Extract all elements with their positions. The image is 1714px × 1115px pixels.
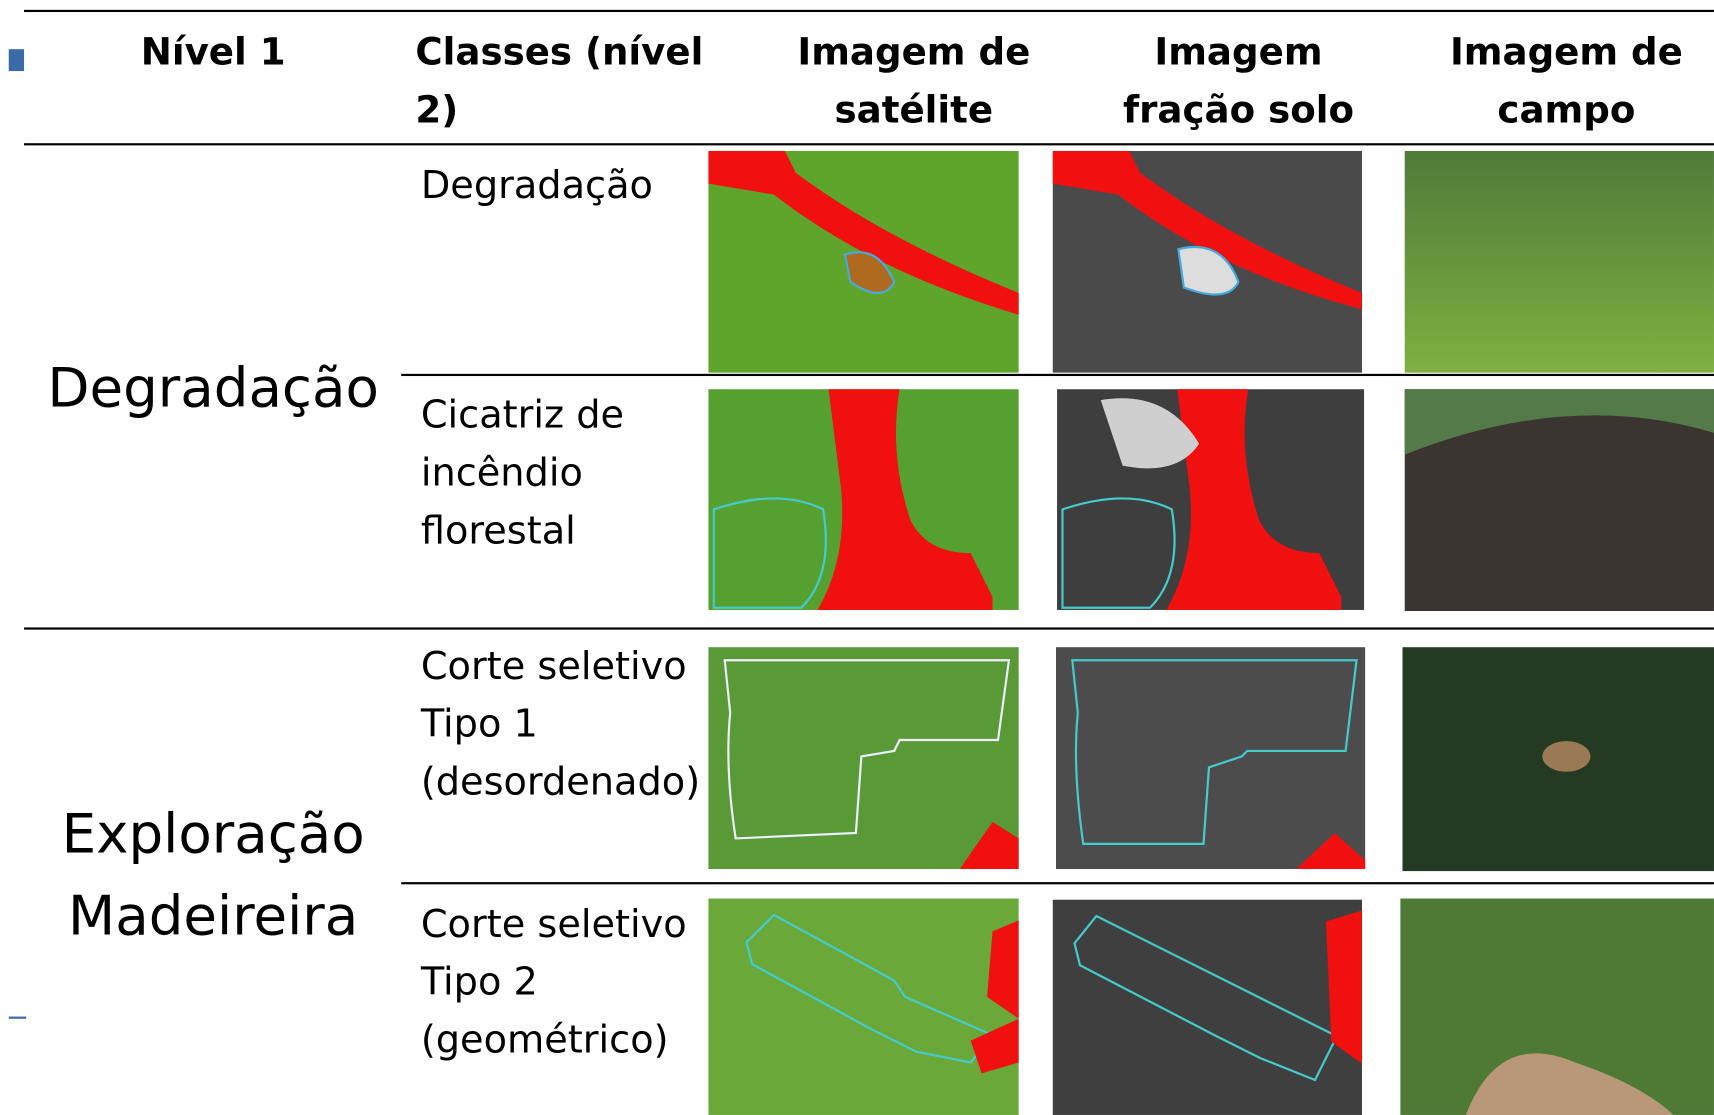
class-text: Degradação [420,163,653,208]
level1-cell: Degradação [22,348,405,430]
soil-fraction-image [1052,150,1363,373]
class-text: (desordenado) [420,760,701,805]
satellite-image [708,150,1019,373]
field-photo [1404,150,1714,373]
class-text: Cicatriz de [420,393,625,438]
class-text: Corte seletivo [420,644,687,689]
level1-text: Madeireira [68,884,359,948]
level1-text: Exploração [61,802,365,866]
header-text: Imagem de [797,30,1031,75]
header-cell: Imagem de campo [1402,24,1714,140]
header-cell: Classes (nível 2) [415,24,743,140]
bullet-mark [8,49,25,72]
class-cell: Corte seletivo Tipo 2 (geométrico) [421,896,687,1070]
header-cell: Imagem de satélite [750,24,1078,140]
rule [24,9,1714,13]
rule [24,627,1714,630]
class-text: incêndio [420,451,583,496]
class-cell: Corte seletivo Tipo 1 (desordenado) [421,638,700,812]
soil-fraction-image [1057,389,1365,610]
header-text: fração solo [1122,88,1355,133]
header-cell: Imagem fração solo [1075,24,1403,140]
bullet-mark [8,1016,27,1019]
class-cell: Cicatriz de incêndio florestal [421,387,624,561]
satellite-image [708,647,1019,870]
rule [401,882,1714,884]
header-text: satélite [834,88,994,133]
soil-fraction-image [1055,647,1366,870]
class-text: Tipo 1 [420,702,538,747]
satellite-image [708,389,1019,610]
header-text: Nível 1 [140,30,286,75]
class-text: Corte seletivo [420,902,687,947]
field-photo [1400,898,1714,1115]
header-text: Imagem de [1449,30,1683,75]
class-text: Tipo 2 [420,960,538,1005]
satellite-image [708,898,1019,1115]
rule [24,143,1714,146]
field-photo [1402,647,1714,872]
header-text: campo [1497,88,1636,133]
header-text: Classes (nível 2) [415,30,704,133]
header-text: Imagem [1154,30,1323,75]
class-cell: Degradação [421,157,653,215]
level1-cell: Exploração Madeireira [22,794,405,958]
class-text: (geométrico) [420,1018,669,1063]
class-text: florestal [420,509,576,554]
header-cell: Nível 1 [104,24,323,82]
field-photo [1404,389,1714,612]
soil-fraction-image [1052,899,1363,1115]
rule [401,373,1714,376]
level1-text: Degradação [47,356,379,420]
